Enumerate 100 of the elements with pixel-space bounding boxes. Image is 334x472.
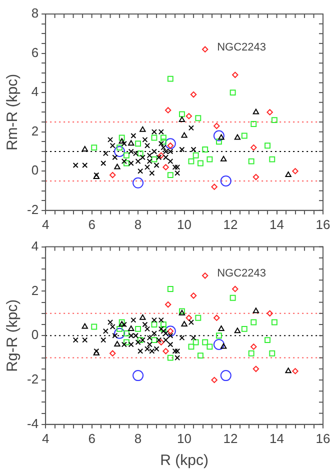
point: [158, 326, 164, 332]
point: [135, 340, 141, 346]
point: [285, 172, 292, 178]
y-tick-label: -2: [26, 372, 39, 387]
point: [250, 344, 257, 350]
point: [192, 339, 199, 346]
point: [206, 156, 213, 162]
point: [158, 339, 164, 346]
point: [266, 310, 273, 316]
point: [220, 156, 227, 162]
point: [162, 164, 169, 170]
point: [202, 272, 208, 279]
x-tick-label: 16: [316, 216, 330, 232]
point: [188, 320, 194, 326]
point: [135, 326, 142, 332]
point: [168, 158, 174, 164]
point: [252, 174, 260, 180]
point: [114, 164, 120, 170]
point: [248, 350, 254, 356]
point: [132, 332, 138, 338]
point: [232, 72, 238, 78]
point: [156, 337, 162, 343]
point: [220, 370, 232, 382]
x-axis-title: R (kpc): [160, 452, 208, 470]
point: [121, 140, 127, 146]
point: [213, 338, 224, 350]
point: [156, 154, 162, 160]
y-tick-label: 0: [31, 327, 39, 342]
point: [114, 146, 126, 157]
point: [110, 350, 116, 356]
point: [151, 156, 158, 162]
point: [124, 152, 130, 158]
point: [151, 330, 157, 336]
point: [100, 337, 106, 343]
point: [230, 90, 236, 96]
point: [151, 134, 158, 141]
point: [211, 376, 218, 384]
point: [137, 150, 144, 156]
x-tick-label: 12: [223, 216, 238, 232]
y-tick-label: -2: [26, 202, 39, 217]
point: [116, 144, 123, 151]
point: [110, 324, 116, 330]
point: [252, 366, 260, 372]
point: [271, 117, 278, 124]
point: [130, 317, 136, 323]
point: [114, 328, 126, 339]
point: [186, 113, 192, 120]
point: [72, 337, 78, 343]
point: [118, 134, 125, 141]
y-tick-label: 8: [31, 6, 39, 21]
point: [149, 348, 155, 354]
x-tick-label: 4: [42, 430, 50, 446]
point: [91, 144, 98, 151]
point: [250, 121, 257, 127]
point: [128, 332, 134, 338]
point: [154, 162, 160, 168]
point: [151, 337, 158, 344]
point: [181, 321, 188, 326]
point: [82, 337, 88, 343]
x-tick-label: 6: [88, 430, 96, 446]
point: [116, 326, 123, 332]
point: [234, 328, 241, 334]
point: [271, 319, 278, 326]
point: [140, 314, 146, 320]
y-tick-label: 4: [31, 238, 39, 254]
point: [164, 326, 176, 337]
point: [188, 344, 194, 350]
point: [269, 156, 276, 162]
point: [130, 133, 136, 139]
point: [206, 344, 213, 350]
point: [168, 148, 174, 154]
point: [220, 343, 227, 349]
point: [192, 152, 199, 158]
point: [216, 332, 222, 339]
point: [135, 158, 141, 164]
point: [158, 317, 164, 323]
point: [190, 91, 197, 98]
point: [168, 332, 174, 338]
point: [160, 328, 166, 334]
y-tick-label: 6: [31, 44, 39, 60]
point: [167, 354, 174, 361]
point: [252, 308, 260, 314]
point: [172, 348, 178, 354]
point: [178, 116, 186, 122]
point: [82, 323, 88, 329]
point: [160, 144, 166, 150]
point: [167, 76, 174, 82]
point: [72, 162, 78, 168]
point: [140, 337, 146, 343]
point: [264, 337, 270, 344]
point: [234, 134, 241, 140]
point: [214, 122, 220, 130]
point: [162, 348, 169, 354]
point: [158, 152, 164, 159]
point: [211, 184, 218, 190]
point: [132, 150, 138, 156]
point: [151, 317, 157, 323]
y-axis-title: Rg-R (kpc): [4, 299, 22, 372]
point: [168, 342, 174, 348]
point: [132, 370, 144, 382]
